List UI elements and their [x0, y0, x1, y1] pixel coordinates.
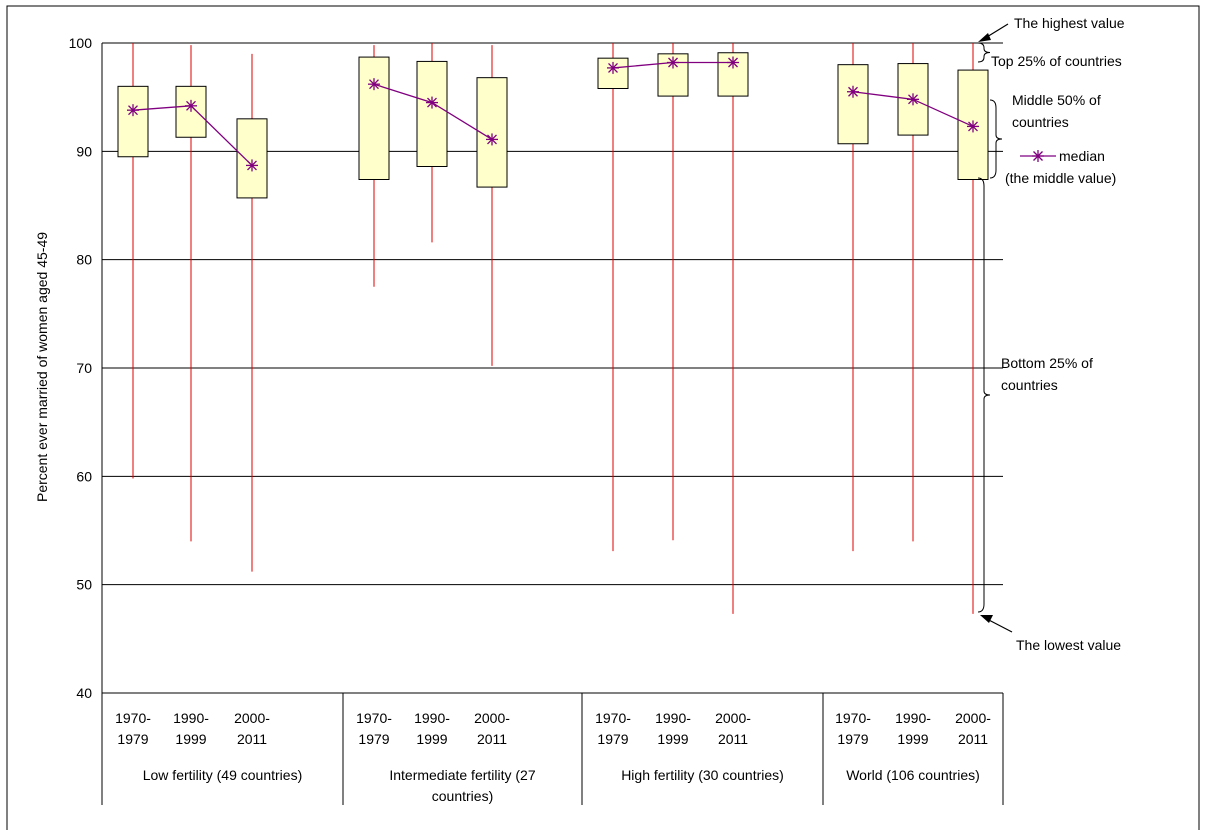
iqr-box	[117, 85, 149, 158]
axes: 40 50 60 70 80 90 100	[69, 35, 1004, 805]
iqr-box	[358, 56, 390, 180]
legend-median-note: (the middle value)	[1005, 170, 1116, 186]
y-tick-label: 70	[76, 360, 92, 376]
period-label: 2011	[958, 731, 988, 747]
median-marker	[847, 85, 859, 98]
iqr-box	[837, 64, 869, 145]
group-label: High fertility (30 countries)	[621, 767, 784, 783]
period-label: 2000-	[474, 710, 510, 726]
group-label: countries)	[432, 788, 493, 804]
iqr-box	[416, 60, 448, 168]
median-marker	[907, 93, 919, 106]
y-axis-title: Percent ever married of women aged 45-49	[34, 232, 50, 502]
iqr-box	[236, 118, 268, 199]
period-label: 1999	[175, 731, 206, 747]
arrow-lowest-head	[980, 615, 993, 623]
y-tick-label: 80	[76, 252, 92, 268]
median-marker	[967, 120, 979, 133]
y-tick-label: 40	[76, 685, 92, 701]
y-tick-label: 50	[76, 577, 92, 593]
median-marker	[607, 61, 619, 74]
annotation-bottom25-line1: Bottom 25% of	[1001, 355, 1093, 371]
period-label: 2000-	[715, 710, 751, 726]
arrow-highest-head	[978, 33, 991, 42]
annotation-middle50-line2: countries	[1012, 114, 1069, 130]
period-label: 1979	[358, 731, 389, 747]
iqr-box	[476, 77, 508, 188]
brace-middle50	[989, 99, 1003, 179]
annotation-highest: The highest value	[1014, 15, 1125, 31]
period-label: 2000-	[955, 710, 991, 726]
period-label: 1970-	[115, 710, 151, 726]
period-label: 1990-	[414, 710, 450, 726]
period-label: 1970-	[835, 710, 871, 726]
period-label: 1970-	[356, 710, 392, 726]
period-label: 1999	[897, 731, 928, 747]
period-label: 2011	[718, 731, 748, 747]
period-label: 1999	[416, 731, 447, 747]
period-label: 1979	[597, 731, 628, 747]
median-marker	[667, 56, 679, 69]
legend-median-marker	[1032, 150, 1044, 162]
annotation-bottom25-line2: countries	[1001, 377, 1058, 393]
median-marker	[185, 99, 197, 112]
annotations: Percent ever married of women aged 45-49…	[34, 15, 1125, 653]
median-marker	[486, 133, 498, 146]
period-label: 2011	[477, 731, 507, 747]
group-label: World (106 countries)	[846, 767, 980, 783]
period-label: 1970-	[595, 710, 631, 726]
legend-median-label: median	[1059, 148, 1105, 164]
annotation-middle50-line1: Middle 50% of	[1012, 92, 1101, 108]
y-tick-label: 100	[69, 35, 93, 51]
brace-bottom25	[977, 177, 991, 613]
median-marker	[127, 104, 139, 117]
period-label: 1990-	[655, 710, 691, 726]
group-label: Low fertility (49 countries)	[143, 767, 303, 783]
median-marker	[727, 56, 739, 69]
boxes	[117, 52, 989, 199]
period-label: 1999	[657, 731, 688, 747]
y-tick-label: 90	[76, 143, 92, 159]
y-tick-label: 60	[76, 468, 92, 484]
median-marker	[426, 96, 438, 109]
period-label: 1979	[117, 731, 148, 747]
median-marker	[368, 78, 380, 91]
x-axis-labels: 1970- 1979 1990- 1999 2000- 2011 Low fertility…	[115, 710, 991, 804]
annotation-lowest: The lowest value	[1016, 637, 1121, 653]
period-label: 2011	[237, 731, 267, 747]
chart-border	[6, 5, 1200, 830]
period-label: 1990-	[895, 710, 931, 726]
period-label: 1979	[837, 731, 868, 747]
median-series	[127, 56, 979, 172]
period-label: 1990-	[173, 710, 209, 726]
brace-top25	[977, 42, 991, 63]
annotation-top25: Top 25% of countries	[991, 53, 1122, 69]
group-label: Intermediate fertility (27	[389, 767, 535, 783]
median-marker	[246, 159, 258, 172]
period-label: 2000-	[234, 710, 270, 726]
